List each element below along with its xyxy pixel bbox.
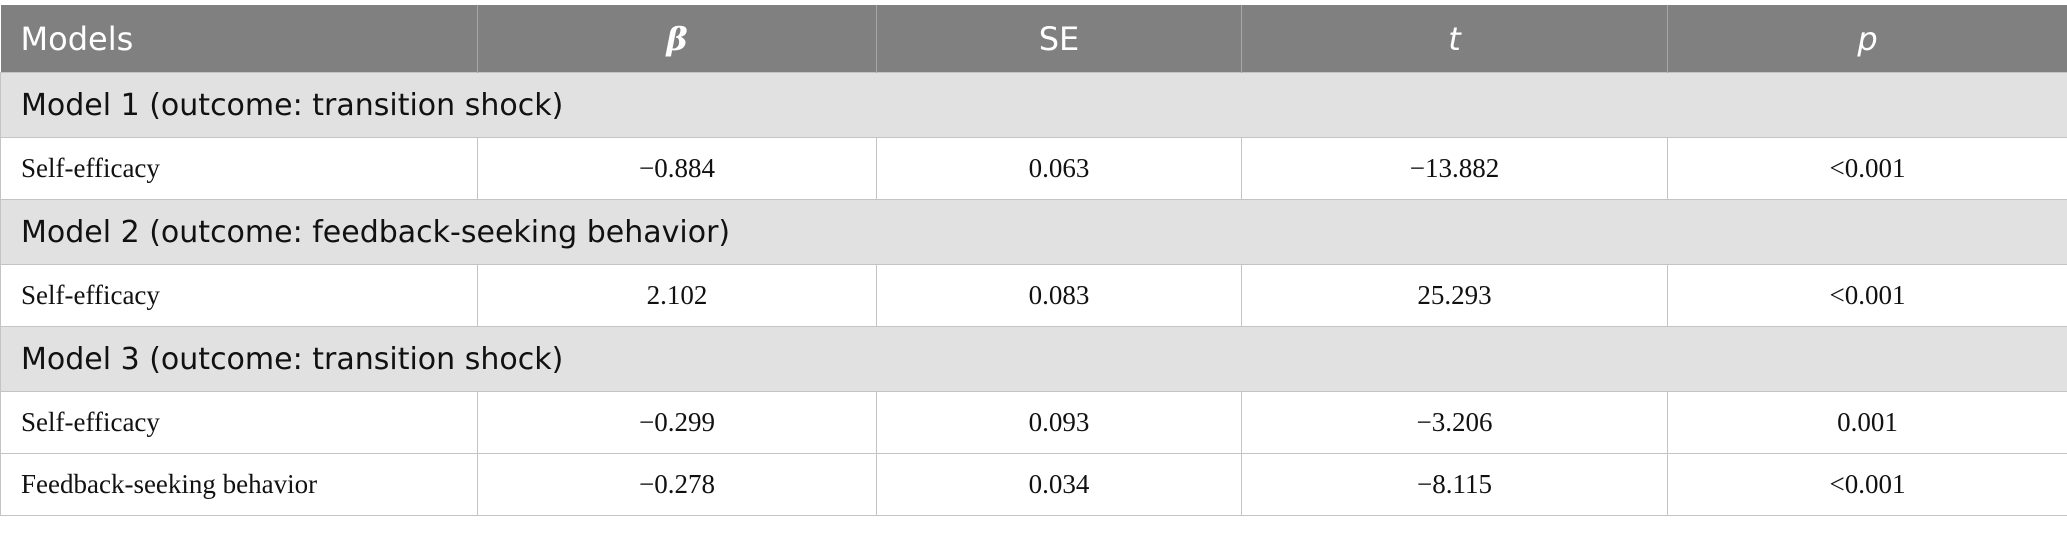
data-cell: −13.882 — [1241, 137, 1668, 200]
table-body: Model 1 (outcome: transition shock) Self-… — [0, 72, 2067, 516]
data-row: Feedback-seeking behavior −0.278 0.034 −8.1… — [0, 453, 2067, 516]
data-cell: −0.278 — [477, 453, 877, 516]
row-label: Self-efficacy — [0, 137, 478, 200]
section-title: Model 3 (outcome: transition shock) — [0, 326, 2067, 392]
data-cell: −3.206 — [1241, 391, 1668, 454]
data-row: Self-efficacy −0.299 0.093 −3.206 0.001 — [0, 391, 2067, 454]
header-cell: t — [1241, 5, 1668, 73]
data-row: Self-efficacy 2.102 0.083 25.293 <0.001 — [0, 264, 2067, 327]
row-label: Self-efficacy — [0, 264, 478, 327]
header-cell: p — [1667, 5, 2067, 73]
data-cell: −8.115 — [1241, 453, 1668, 516]
data-cell: 0.093 — [876, 391, 1242, 454]
section-title: Model 1 (outcome: transition shock) — [0, 72, 2067, 138]
data-cell: 0.083 — [876, 264, 1242, 327]
header-cell: Models — [0, 5, 478, 73]
data-row: Self-efficacy −0.884 0.063 −13.882 <0.001 — [0, 137, 2067, 200]
row-label: Self-efficacy — [0, 391, 478, 454]
header-cell: SE — [876, 5, 1242, 73]
data-cell: 0.034 — [876, 453, 1242, 516]
data-cell: −0.299 — [477, 391, 877, 454]
data-cell: 0.001 — [1667, 391, 2067, 454]
section-title: Model 2 (outcome: feedback-seeking behav… — [0, 199, 2067, 265]
section-row: Model 1 (outcome: transition shock) — [0, 72, 2067, 138]
data-cell: <0.001 — [1667, 137, 2067, 200]
data-cell: 0.063 — [876, 137, 1242, 200]
section-row: Model 3 (outcome: transition shock) — [0, 326, 2067, 392]
data-cell: 2.102 — [477, 264, 877, 327]
data-cell: <0.001 — [1667, 453, 2067, 516]
section-row: Model 2 (outcome: feedback-seeking behav… — [0, 199, 2067, 265]
row-label: Feedback-seeking behavior — [0, 453, 478, 516]
results-table: Models β SE t p Model 1 (outcome: transition… — [0, 5, 2067, 516]
data-cell: <0.001 — [1667, 264, 2067, 327]
header-cell: β — [477, 5, 877, 73]
header-row: Models β SE t p — [0, 5, 2067, 73]
page: Models β SE t p Model 1 (outcome: transition… — [0, 5, 2067, 534]
data-cell: 25.293 — [1241, 264, 1668, 327]
data-cell: −0.884 — [477, 137, 877, 200]
